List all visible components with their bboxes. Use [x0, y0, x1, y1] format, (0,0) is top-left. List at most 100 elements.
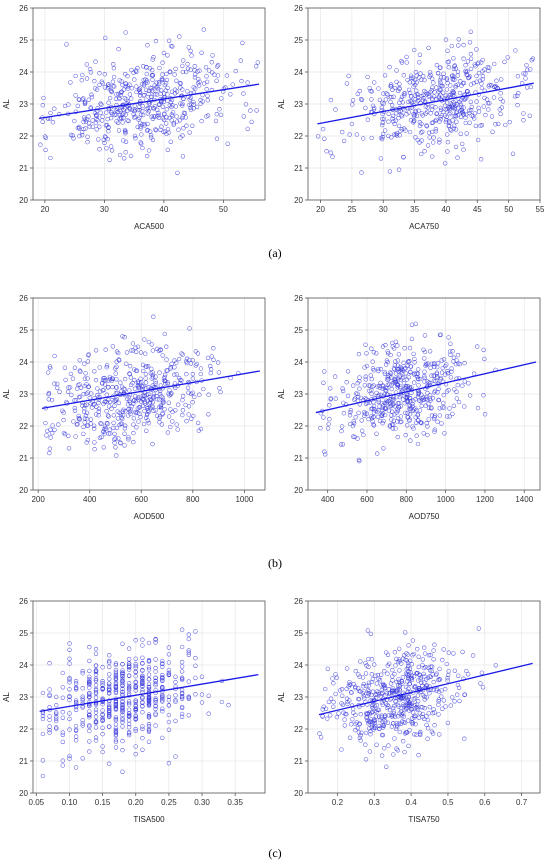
scatter-point — [206, 711, 211, 716]
scatter-point — [429, 729, 435, 734]
scatter-point — [425, 361, 430, 366]
scatter-point — [396, 677, 401, 682]
scatter-point — [452, 64, 457, 69]
x-tick-label: 0.30 — [194, 798, 210, 807]
y-tick-label: 24 — [19, 661, 28, 670]
scatter-point — [116, 436, 121, 441]
scatter-point — [80, 671, 85, 676]
scatter-point — [160, 395, 165, 400]
scatter-point — [47, 724, 52, 729]
scatter-point — [87, 728, 92, 734]
y-tick-label: 26 — [19, 4, 28, 13]
scatter-point — [120, 686, 125, 692]
scatter-point — [426, 130, 432, 135]
scatter-point — [141, 93, 146, 98]
scatter-point — [333, 396, 338, 401]
scatter-point — [422, 651, 428, 656]
scatter-point — [376, 714, 382, 719]
scatter-point — [126, 693, 132, 698]
scatter-point — [370, 419, 375, 424]
scatter-point — [107, 690, 112, 696]
scatter-point — [345, 369, 351, 374]
scatter-point — [113, 739, 119, 744]
scatter-point — [391, 94, 396, 99]
scatter-point — [95, 106, 100, 111]
scatter-point — [149, 376, 154, 381]
scatter-point — [415, 99, 420, 104]
scatter-point — [127, 82, 132, 87]
scatter-point — [379, 401, 384, 406]
scatter-point — [108, 431, 113, 436]
scatter-point — [123, 30, 128, 35]
scatter-point — [429, 664, 435, 669]
scatter-point — [409, 662, 414, 667]
scatter-point — [172, 91, 178, 96]
x-tick-label: 20 — [40, 205, 49, 214]
scatter-point — [331, 681, 336, 686]
scatter-point — [382, 683, 387, 688]
scatter-point — [87, 685, 92, 690]
scatter-point — [446, 650, 451, 655]
x-tick-label: 0.15 — [95, 798, 111, 807]
scatter-point — [196, 428, 201, 433]
scatter-point — [144, 364, 149, 369]
scatter-point — [84, 402, 89, 407]
scatter-point — [321, 704, 326, 709]
scatter-point — [417, 711, 422, 716]
scatter-point — [353, 684, 358, 689]
scatter-point — [448, 101, 453, 106]
scatter-point — [362, 410, 367, 415]
scatter-point — [160, 661, 165, 667]
scatter-point — [372, 718, 377, 724]
scatter-point — [138, 376, 143, 381]
scatter-point — [50, 423, 55, 428]
scatter-point — [440, 657, 445, 663]
scatter-point — [117, 422, 122, 428]
scatter-point — [107, 712, 112, 717]
scatter-point — [140, 683, 145, 688]
scatter-point — [67, 753, 72, 759]
scatter-point — [455, 352, 461, 358]
scatter-point — [398, 705, 404, 711]
scatter-point — [424, 683, 429, 688]
scatter-point — [180, 101, 185, 107]
scatter-point — [193, 663, 198, 668]
scatter-point — [444, 77, 450, 82]
scatter-point — [140, 637, 145, 642]
scatter-point — [321, 415, 326, 420]
scatter-point — [364, 351, 369, 356]
scatter-point — [92, 396, 97, 401]
x-tick-label: 0.6 — [479, 798, 491, 807]
scatter-point — [161, 129, 166, 134]
y-tick-label: 21 — [294, 757, 303, 766]
scatter-point — [140, 695, 145, 700]
scatter-point — [469, 104, 474, 110]
scatter-point — [205, 355, 211, 361]
scatter-point — [409, 322, 415, 327]
scatter-point — [159, 78, 164, 83]
scatter-point — [452, 387, 457, 392]
scatter-point — [205, 93, 210, 98]
scatter-point — [123, 139, 129, 144]
scatter-point — [126, 663, 132, 668]
scatter-point — [157, 414, 163, 419]
scatter-point — [388, 397, 393, 402]
scatter-point — [317, 731, 322, 736]
scatter-point — [381, 418, 386, 424]
scatter-point — [119, 421, 125, 426]
scatter-point — [404, 54, 409, 60]
scatter-point — [187, 130, 192, 135]
scatter-point — [123, 129, 128, 135]
scatter-point — [168, 69, 173, 75]
scatter-point — [414, 732, 419, 737]
scatter-point — [113, 96, 119, 102]
scatter-point — [392, 412, 397, 417]
scatter-point — [113, 706, 119, 712]
scatter-point — [153, 381, 158, 386]
scatter-point — [142, 408, 147, 414]
scatter-point — [104, 110, 109, 115]
scatter-point — [180, 393, 186, 399]
scatter-point — [105, 413, 111, 418]
scatter-point — [54, 710, 59, 715]
scatter-point — [199, 700, 205, 705]
